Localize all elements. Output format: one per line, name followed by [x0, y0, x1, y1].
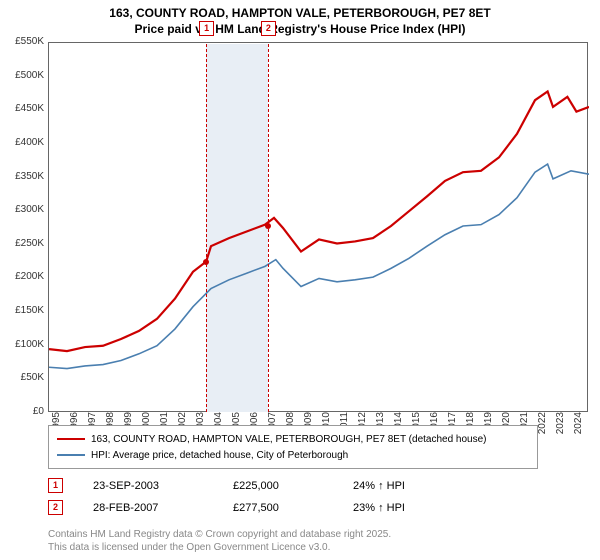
y-tick-label: £150K: [4, 305, 44, 316]
legend-item: 163, COUNTY ROAD, HAMPTON VALE, PETERBOR…: [57, 431, 529, 447]
legend-swatch: [57, 438, 85, 440]
copyright-footnote: Contains HM Land Registry data © Crown c…: [48, 528, 391, 554]
legend-item: HPI: Average price, detached house, City…: [57, 447, 529, 463]
legend: 163, COUNTY ROAD, HAMPTON VALE, PETERBOR…: [48, 425, 538, 469]
y-tick-label: £300K: [4, 204, 44, 215]
sale-row-marker: 1: [48, 478, 63, 493]
x-tick-label: 2023: [555, 412, 566, 452]
sale-row-2: 2 28-FEB-2007 £277,500 23% ↑ HPI: [48, 500, 405, 515]
sale-date: 23-SEP-2003: [93, 480, 203, 492]
y-tick-label: £250K: [4, 238, 44, 249]
y-tick-label: £500K: [4, 70, 44, 81]
series-subject: [49, 91, 589, 351]
plot-area: 12: [48, 42, 588, 412]
sale-date: 28-FEB-2007: [93, 502, 203, 514]
line-series: [49, 43, 589, 413]
sale-dot-1: [203, 259, 209, 265]
y-tick-label: £200K: [4, 271, 44, 282]
series-hpi: [49, 164, 589, 369]
price-chart: 12 £0£50K£100K£150K£200K£250K£300K£350K£…: [48, 42, 588, 412]
sale-vline-1: [206, 44, 207, 412]
y-tick-label: £450K: [4, 103, 44, 114]
sale-delta: 24% ↑ HPI: [353, 480, 405, 492]
y-tick-label: £0: [4, 406, 44, 417]
y-tick-label: £350K: [4, 171, 44, 182]
sale-marker-2: 2: [261, 21, 276, 36]
legend-label: HPI: Average price, detached house, City…: [91, 450, 348, 461]
sale-row-marker: 2: [48, 500, 63, 515]
sale-row-1: 1 23-SEP-2003 £225,000 24% ↑ HPI: [48, 478, 405, 493]
legend-label: 163, COUNTY ROAD, HAMPTON VALE, PETERBOR…: [91, 434, 487, 445]
x-tick-label: 2024: [573, 412, 584, 452]
sale-marker-1: 1: [199, 21, 214, 36]
x-tick-label: 2022: [537, 412, 548, 452]
chart-title: 163, COUNTY ROAD, HAMPTON VALE, PETERBOR…: [0, 0, 600, 37]
sale-delta: 23% ↑ HPI: [353, 502, 405, 514]
y-tick-label: £50K: [4, 372, 44, 383]
legend-swatch: [57, 454, 85, 456]
sale-price: £225,000: [233, 480, 323, 492]
y-tick-label: £550K: [4, 36, 44, 47]
sale-price: £277,500: [233, 502, 323, 514]
y-tick-label: £100K: [4, 339, 44, 350]
y-tick-label: £400K: [4, 137, 44, 148]
